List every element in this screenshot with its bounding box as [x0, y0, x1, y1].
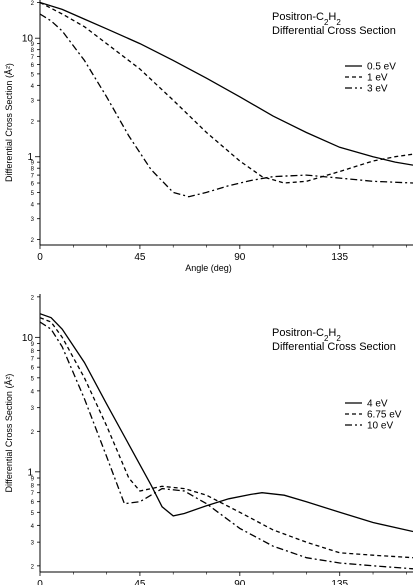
y-minor-tick-label: 3 — [31, 406, 35, 412]
y-tick-label: 1 — [27, 152, 33, 163]
y-tick-label: 10 — [22, 34, 34, 45]
chart-title-line2: Differential Cross Section — [272, 25, 396, 37]
legend-label-2: 10 eV — [367, 421, 393, 432]
series-line-1 — [40, 1, 413, 184]
y-minor-tick-label: 3 — [31, 217, 35, 223]
chart-title-line1: Positron-C2H2 — [272, 327, 341, 343]
y-minor-tick-label: 4 — [31, 524, 35, 530]
y-minor-tick-label: 7 — [31, 491, 35, 497]
y-minor-tick-label: 8 — [31, 48, 35, 54]
y-minor-tick-label: 2 — [31, 238, 35, 244]
y-minor-tick-label: 6 — [31, 500, 35, 506]
y-tick-label: 10 — [22, 333, 34, 344]
series-line-2 — [40, 13, 413, 198]
legend-label-0: 0.5 eV — [367, 62, 396, 73]
x-axis-label: Angle (deg) — [185, 263, 232, 273]
title-text: H — [328, 11, 336, 23]
y-minor-tick-label: 3 — [31, 541, 35, 547]
y-minor-tick-label: 7 — [31, 174, 35, 180]
title-subscript: 2 — [336, 334, 341, 343]
legend-label-1: 1 eV — [367, 73, 388, 84]
y-minor-tick-label: 8 — [31, 483, 35, 489]
y-minor-tick-label: 5 — [31, 376, 35, 382]
x-tick-label: 90 — [234, 579, 246, 585]
legend-label-2: 3 eV — [367, 84, 388, 95]
y-minor-tick-label: 5 — [31, 511, 35, 517]
x-tick-label: 45 — [134, 579, 146, 585]
legend-label-0: 4 eV — [367, 399, 388, 410]
y-axis-label: Differential Cross Section (Å²) — [4, 63, 14, 182]
y-minor-tick-label: 7 — [31, 357, 35, 363]
y-minor-tick-label: 2 — [31, 430, 35, 436]
series-line-1 — [40, 317, 413, 559]
y-minor-tick-label: 2 — [31, 295, 35, 301]
y-minor-tick-label: 6 — [31, 366, 35, 372]
y-minor-tick-label: 3 — [31, 99, 35, 105]
y-minor-tick-label: 8 — [31, 167, 35, 173]
y-minor-tick-label: 4 — [31, 202, 35, 208]
y-minor-tick-label: 5 — [31, 191, 35, 197]
series-line-0 — [40, 1, 413, 166]
x-tick-label: 0 — [37, 252, 43, 263]
y-minor-tick-label: 9 — [31, 161, 35, 167]
y-minor-tick-label: 9 — [31, 342, 35, 348]
y-minor-tick-label: 8 — [31, 349, 35, 355]
y-minor-tick-label: 9 — [31, 476, 35, 482]
chart-title-line2: Differential Cross Section — [272, 341, 396, 353]
y-minor-tick-label: 5 — [31, 72, 35, 78]
title-text: H — [328, 327, 336, 339]
x-tick-label: 135 — [331, 252, 348, 263]
y-minor-tick-label: 6 — [31, 63, 35, 69]
y-axis-label: Differential Cross Section (Å²) — [4, 374, 14, 493]
x-tick-label: 45 — [134, 252, 146, 263]
series-line-0 — [40, 313, 413, 533]
title-text: Positron-C — [272, 11, 324, 23]
title-subscript: 2 — [336, 18, 341, 27]
title-subscript: 2 — [324, 334, 329, 343]
y-minor-tick-label: 2 — [31, 120, 35, 126]
x-tick-label: 135 — [331, 579, 348, 585]
title-text: Positron-C — [272, 327, 324, 339]
legend-label-1: 6.75 eV — [367, 410, 402, 421]
y-minor-tick-label: 7 — [31, 55, 35, 61]
x-tick-label: 90 — [234, 252, 246, 263]
chart-title-line1: Positron-C2H2 — [272, 11, 341, 27]
x-tick-label: 0 — [37, 579, 43, 585]
title-subscript: 2 — [324, 18, 329, 27]
y-minor-tick-label: 2 — [31, 1, 35, 7]
y-minor-tick-label: 6 — [31, 182, 35, 188]
y-minor-tick-label: 2 — [31, 564, 35, 570]
y-minor-tick-label: 4 — [31, 389, 35, 395]
y-tick-label: 1 — [27, 467, 33, 478]
y-minor-tick-label: 9 — [31, 42, 35, 48]
y-minor-tick-label: 4 — [31, 84, 35, 90]
series-line-2 — [40, 321, 413, 570]
